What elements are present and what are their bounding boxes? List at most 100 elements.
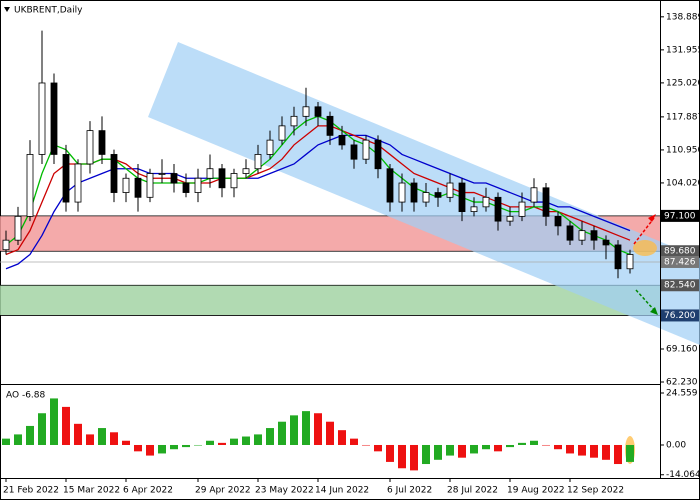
candle-body	[254, 154, 262, 170]
candle-body	[206, 168, 214, 179]
level-box	[661, 245, 699, 258]
oscillator-bar	[338, 430, 346, 445]
oscillator-bar	[2, 438, 10, 445]
oscillator-bar	[194, 444, 202, 446]
oscillator-bar	[182, 444, 190, 448]
candle-body	[302, 106, 310, 117]
candle-body	[374, 139, 382, 170]
y-tick-label: -14.064	[666, 470, 700, 480]
candle-body	[230, 173, 238, 189]
x-tick-label: 6 Jul 2022	[387, 486, 432, 496]
oscillator-bar	[26, 425, 34, 445]
dropdown-icon[interactable]	[4, 7, 10, 12]
candle-body	[578, 230, 586, 241]
oscillator-bar	[122, 440, 130, 445]
oscillator-bar	[14, 434, 22, 445]
candle-body	[38, 82, 46, 155]
oscillator-bar	[422, 444, 430, 465]
x-tick-label: 23 May 2022	[255, 486, 314, 496]
oscillator-bar	[602, 444, 610, 460]
oscillator-bar	[50, 398, 58, 445]
oscillator-bar	[446, 444, 454, 456]
oscillator-bar	[290, 415, 298, 445]
candle-body	[506, 215, 514, 222]
oscillator-bar	[278, 421, 286, 445]
y-tick-label: 117.887	[666, 112, 700, 122]
candle-body	[122, 177, 130, 193]
y-tick-label: 110.950	[666, 145, 700, 155]
oscillator-bar	[98, 428, 106, 445]
y-tick-label: 104.020	[666, 178, 700, 188]
candle-body	[98, 130, 106, 155]
candle-body	[170, 173, 178, 184]
oscillator-bar	[554, 444, 562, 450]
candle-body	[2, 239, 10, 251]
x-tick-label: 28 Jul 2022	[447, 486, 498, 496]
oscillator-bar	[518, 442, 526, 445]
level-label: 82.540	[664, 281, 696, 291]
chart-title: UKBRENT,Daily	[14, 6, 83, 16]
oscillator-bar	[386, 444, 394, 462]
oscillator-bar	[110, 432, 118, 445]
candle-body	[86, 130, 94, 165]
candle-body	[554, 215, 562, 227]
candle-body	[278, 125, 286, 141]
oscillator-bar	[134, 444, 142, 452]
oscillator-bar	[218, 442, 226, 445]
oscillator-bar	[206, 440, 214, 445]
oscillator-bar	[326, 421, 334, 445]
candle-body	[518, 201, 526, 217]
candle-body	[434, 192, 442, 198]
x-tick-label: 29 Apr 2022	[195, 486, 251, 496]
x-tick-label: 14 Jun 2022	[315, 486, 369, 496]
y-tick-label: 125.020	[666, 78, 700, 88]
level-label: 87.426	[664, 257, 696, 267]
candle-body	[398, 182, 406, 203]
oscillator-bar	[434, 444, 442, 460]
oscillator-bar	[614, 444, 622, 465]
oscillator-bar	[158, 444, 166, 454]
highlight	[633, 240, 657, 256]
x-tick-label: 19 Aug 2022	[507, 486, 565, 496]
candle-body	[110, 154, 118, 193]
oscillator-bar	[458, 444, 466, 458]
candle-body	[314, 106, 322, 117]
candle-body	[26, 154, 34, 217]
oscillator-bar	[62, 406, 70, 445]
candle-body	[422, 192, 430, 203]
y-tick-label: 24.559	[666, 389, 698, 399]
candle-body	[530, 187, 538, 203]
oscillator-bar	[578, 444, 586, 456]
oscillator-bar	[362, 444, 370, 446]
oscillator-bar	[374, 444, 382, 452]
level-label: 97.100	[664, 211, 696, 221]
candle-body	[542, 187, 550, 217]
candle-body	[386, 168, 394, 203]
oscillator-bar	[590, 444, 598, 458]
arrow-head	[648, 214, 656, 222]
x-tick-label: 6 Apr 2022	[123, 486, 173, 496]
level-label: 89.680	[664, 247, 696, 257]
oscillator-bar	[566, 444, 574, 454]
level-box	[661, 209, 699, 222]
candle-body	[194, 177, 202, 193]
y-tick-label: 62.230	[666, 378, 698, 388]
candle-body	[338, 134, 346, 146]
candle-body	[458, 182, 466, 213]
oscillator-bar	[74, 423, 82, 445]
candle-body	[146, 173, 154, 198]
oscillator-bar	[302, 411, 310, 445]
oscillator-bar	[470, 444, 478, 454]
oscillator-bar	[230, 438, 238, 445]
candle-body	[446, 182, 454, 198]
candle-body	[362, 139, 370, 160]
level-box	[661, 279, 699, 292]
candle-body	[410, 182, 418, 203]
y-tick-label: 69.160	[666, 344, 698, 354]
candle-body	[158, 173, 166, 175]
arrow-up	[633, 217, 655, 245]
zone	[0, 285, 660, 316]
oscillator-bar	[398, 444, 406, 469]
oscillator-bar	[410, 444, 418, 471]
candle-body	[266, 139, 274, 155]
